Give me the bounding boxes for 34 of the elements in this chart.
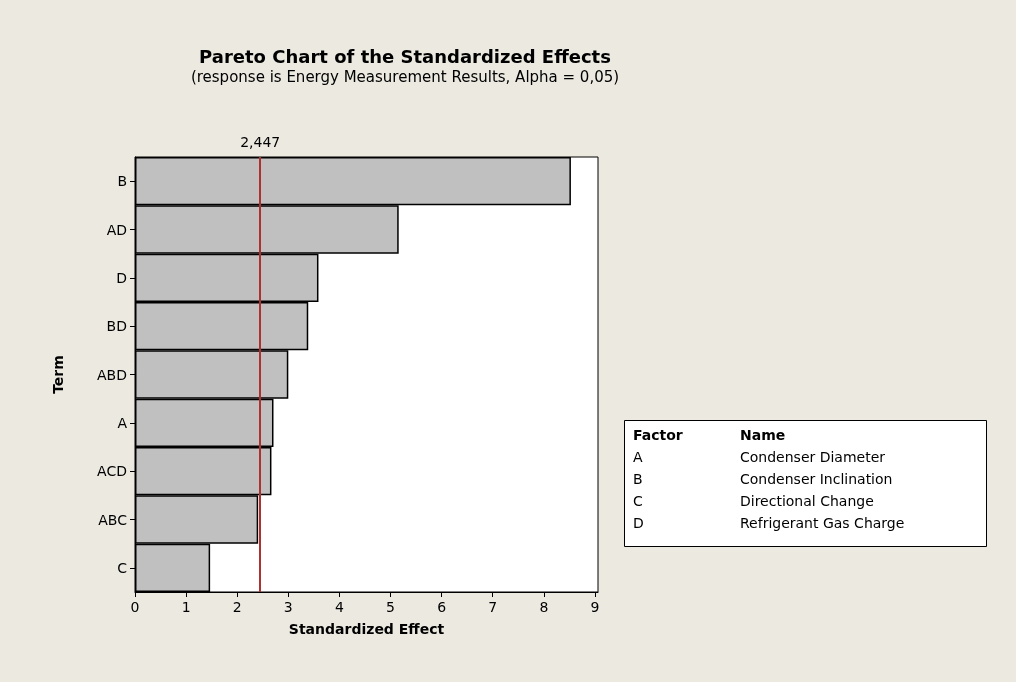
text: Condenser Diameter [740,449,886,465]
x-tick-label: 5 [386,599,395,615]
text: Refrigerant Gas Charge [740,515,905,531]
text: B [633,471,643,487]
text: Condenser Inclination [740,471,893,487]
y-tick-label: AD [106,221,127,238]
text: Name [740,427,786,443]
y-tick-label: D [116,269,127,286]
y-axis-title: Term [50,355,66,394]
x-tick-label: 9 [590,599,600,615]
y-tick-label: ABD [97,366,127,383]
text: Factor [633,427,683,443]
x-tick-label: 0 [130,599,140,615]
y-tick-label: BD [106,318,127,335]
text: C [633,493,643,509]
text: D [633,515,644,531]
y-tick-label: A [117,414,128,431]
ref-line-label: 2,447 [240,134,281,150]
text: A [633,449,643,465]
x-tick-label: 6 [437,599,447,615]
x-tick-label: 3 [283,599,293,615]
y-tick-label: ABC [98,511,128,528]
x-tick-label: 2 [232,599,242,615]
x-tick-label: 4 [334,599,344,615]
x-tick-label: 8 [539,599,549,615]
y-tick-label: B [117,173,127,190]
x-tick-label: 7 [488,599,498,615]
chart-title: Pareto Chart of the Standardized Effects [199,45,611,67]
x-axis-title: Standardized Effect [288,621,445,637]
y-tick-label: ACD [97,463,127,480]
x-tick-label: 1 [181,599,191,615]
text: Directional Change [740,493,874,509]
chart-subtitle: (response is Energy Measurement Results, Alpha = 0,05) [190,67,620,86]
y-tick-label: C [117,559,128,576]
